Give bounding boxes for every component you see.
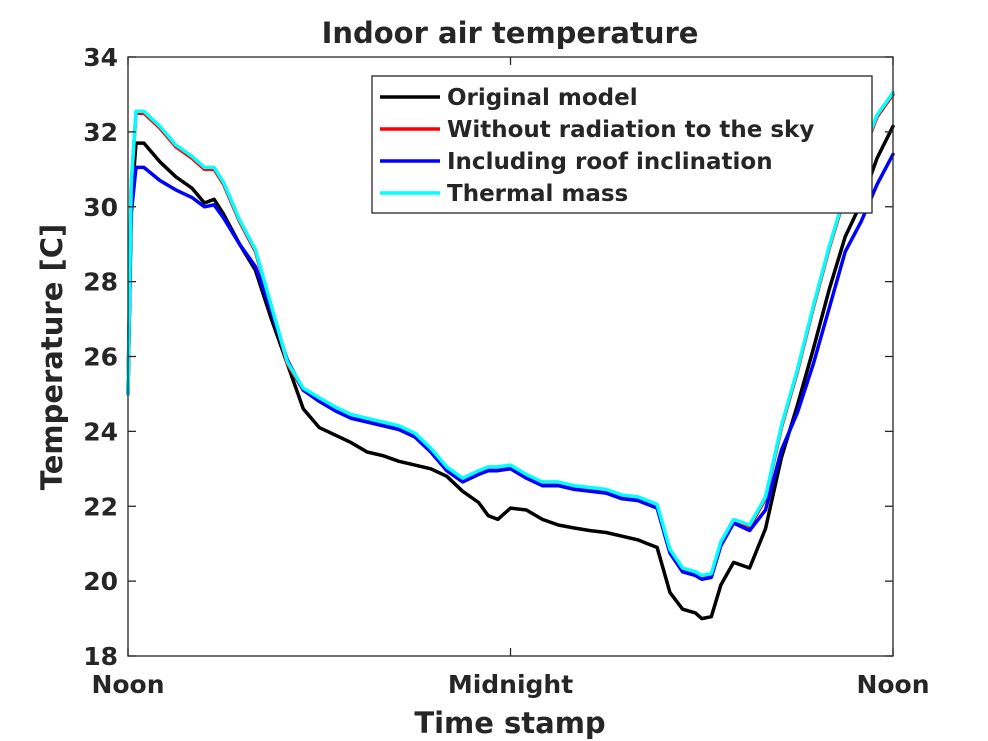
y-axis: 18 20 22 24 26 28 30 32 34	[83, 43, 893, 671]
y-tick-label: 20	[83, 567, 118, 596]
y-tick-label: 32	[83, 118, 118, 147]
y-tick-label: 26	[83, 343, 118, 372]
legend: Original model Without radiation to the s…	[371, 75, 873, 214]
y-tick-label: 22	[83, 492, 118, 521]
legend-label: Original model	[447, 85, 638, 111]
legend-label: Including roof inclination	[447, 149, 773, 175]
y-tick-label: 30	[83, 193, 118, 222]
y-tick-label: 34	[83, 43, 118, 72]
x-tick-label: Noon	[91, 670, 164, 699]
chart-title: Indoor air temperature	[322, 16, 699, 50]
x-tick-label: Midnight	[448, 670, 573, 699]
series-line	[126, 90, 895, 578]
x-axis: Noon Midnight Noon	[91, 57, 930, 699]
legend-label: Without radiation to the sky	[447, 117, 814, 143]
legend-label: Thermal mass	[447, 181, 628, 207]
y-axis-label: Temperature [C]	[35, 224, 69, 490]
plot-lines	[126, 90, 895, 621]
y-tick-label: 18	[83, 642, 118, 671]
x-axis-label: Time stamp	[414, 706, 605, 740]
y-tick-label: 24	[83, 417, 118, 446]
legend-box	[371, 75, 873, 214]
x-tick-label: Noon	[856, 670, 929, 699]
series-line	[126, 152, 895, 582]
y-tick-label: 28	[83, 268, 118, 297]
